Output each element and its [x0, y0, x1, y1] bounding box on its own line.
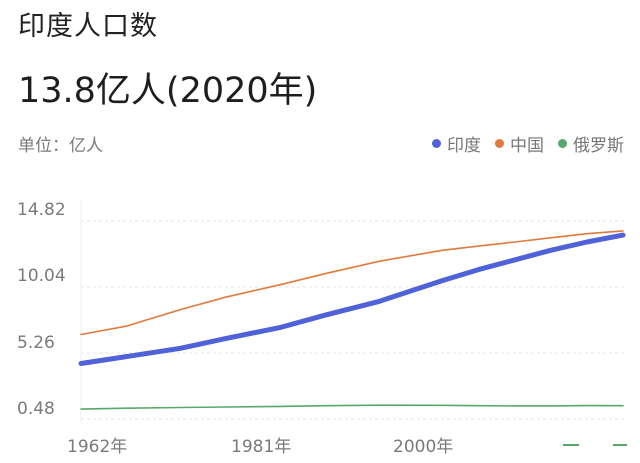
- y-tick-label: 10.04: [17, 266, 66, 286]
- chart-legend: 印度 中国 俄罗斯: [432, 131, 624, 156]
- page-title: 印度人口数: [18, 11, 158, 42]
- y-tick-label: 0.48: [17, 399, 55, 419]
- y-tick-label: 14.82: [17, 200, 66, 220]
- legend-label: 俄罗斯: [573, 136, 624, 156]
- unit-label: 单位：亿人: [18, 136, 103, 156]
- legend-dot-icon: [558, 139, 567, 148]
- x-tick-label: 1962年: [67, 437, 128, 457]
- legend-dot-icon: [495, 139, 504, 148]
- series-lines: [78, 230, 626, 410]
- legend-item-russia[interactable]: 俄罗斯: [558, 131, 624, 156]
- legend-item-china[interactable]: 中国: [495, 131, 544, 156]
- series-line-1: [80, 230, 624, 336]
- y-tick-label: 5.26: [17, 333, 55, 353]
- pager-indicator[interactable]: [613, 444, 627, 446]
- gridlines: [81, 220, 627, 420]
- legend-label: 印度: [447, 136, 481, 156]
- legend-dot-icon: [432, 139, 441, 148]
- series-line-0: [78, 232, 626, 366]
- series-line-2: [80, 404, 624, 410]
- legend-item-india[interactable]: 印度: [432, 131, 481, 156]
- x-tick-label: 1981年: [231, 437, 292, 457]
- headline-value: 13.8亿人(2020年): [18, 71, 318, 111]
- legend-label: 中国: [510, 136, 544, 156]
- x-tick-label: 2000年: [393, 437, 454, 457]
- pager-indicator[interactable]: [563, 444, 579, 446]
